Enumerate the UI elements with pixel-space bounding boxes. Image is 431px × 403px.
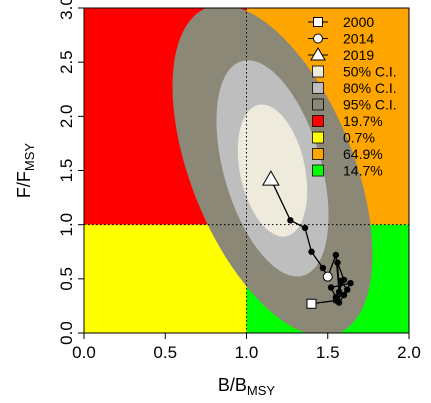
y-axis-title-sub: MSY bbox=[22, 143, 37, 172]
trajectory-point bbox=[340, 291, 348, 299]
ci-region-50 bbox=[237, 104, 308, 237]
legend-label: 2000 bbox=[343, 14, 374, 30]
x-axis: 0.0 0.5 1.0 1.5 2.0 bbox=[72, 333, 421, 362]
legend-label: 80% C.I. bbox=[343, 80, 397, 96]
legend-swatch bbox=[312, 65, 324, 78]
y-tick-label: 0.5 bbox=[57, 267, 76, 291]
trajectory-point bbox=[340, 276, 348, 284]
x-tick-label: 0.5 bbox=[153, 343, 177, 362]
trajectory-point bbox=[335, 288, 343, 296]
trajectory-point bbox=[327, 284, 335, 291]
x-tick-label: 0.0 bbox=[72, 343, 96, 362]
y-tick-label: 3.0 bbox=[57, 0, 76, 20]
y-axis-title-main: F/F bbox=[14, 171, 34, 198]
trajectory-point bbox=[344, 286, 351, 293]
legend-symbol-triangle bbox=[310, 47, 326, 61]
x-axis-title-sub: MSY bbox=[247, 383, 276, 398]
trajectory-point bbox=[332, 251, 340, 259]
legend-symbol-circle bbox=[313, 33, 323, 44]
legend-swatch bbox=[312, 115, 324, 127]
x-axis-title-main: B/B bbox=[218, 375, 247, 395]
legend-label: 14.7% bbox=[343, 163, 383, 179]
trajectory bbox=[262, 170, 354, 309]
x-tick-label: 2.0 bbox=[397, 343, 421, 362]
legend-swatch bbox=[312, 131, 324, 144]
trajectory-point bbox=[332, 294, 340, 301]
y-tick-label: 0.0 bbox=[57, 321, 76, 345]
y-axis: 0.0 0.5 1.0 1.5 2.0 2.5 3.0 bbox=[57, 0, 84, 345]
x-tick-label: 1.0 bbox=[235, 343, 259, 362]
legend-label: 0.7% bbox=[343, 130, 375, 146]
legend-label: 95% C.I. bbox=[343, 97, 397, 113]
confidence-regions bbox=[172, 8, 373, 333]
trajectory-point bbox=[335, 299, 343, 306]
y-axis-title: F/FMSY bbox=[14, 143, 37, 199]
x-tick-label: 1.5 bbox=[316, 343, 340, 362]
trajectory-point bbox=[287, 217, 294, 224]
legend-swatch bbox=[312, 82, 324, 94]
x-axis-title: B/BMSY bbox=[218, 375, 276, 398]
legend-swatch bbox=[312, 148, 324, 160]
legend-swatch bbox=[312, 164, 324, 177]
y-tick-label: 2.5 bbox=[57, 50, 76, 74]
y-tick-label: 1.5 bbox=[57, 159, 76, 183]
y-tick-label: 2.0 bbox=[57, 105, 76, 129]
legend-label: 19.7% bbox=[343, 113, 383, 129]
legend-label: 50% C.I. bbox=[343, 64, 397, 80]
end-marker-triangle bbox=[262, 170, 280, 186]
start-marker-square bbox=[306, 298, 317, 309]
trajectory-point bbox=[308, 248, 315, 255]
trajectory-point bbox=[301, 224, 309, 232]
legend-swatch bbox=[312, 98, 324, 111]
legend-label: 2019 bbox=[343, 47, 374, 63]
legend-symbol-square bbox=[313, 17, 323, 27]
trajectory-point bbox=[334, 259, 341, 266]
trajectory-point bbox=[347, 279, 354, 287]
y-tick-label: 1.0 bbox=[57, 213, 76, 237]
legend-label: 64.9% bbox=[343, 146, 383, 162]
highlight-marker-circle bbox=[322, 271, 333, 282]
trajectory-point bbox=[319, 264, 327, 272]
legend-label: 2014 bbox=[343, 31, 374, 47]
